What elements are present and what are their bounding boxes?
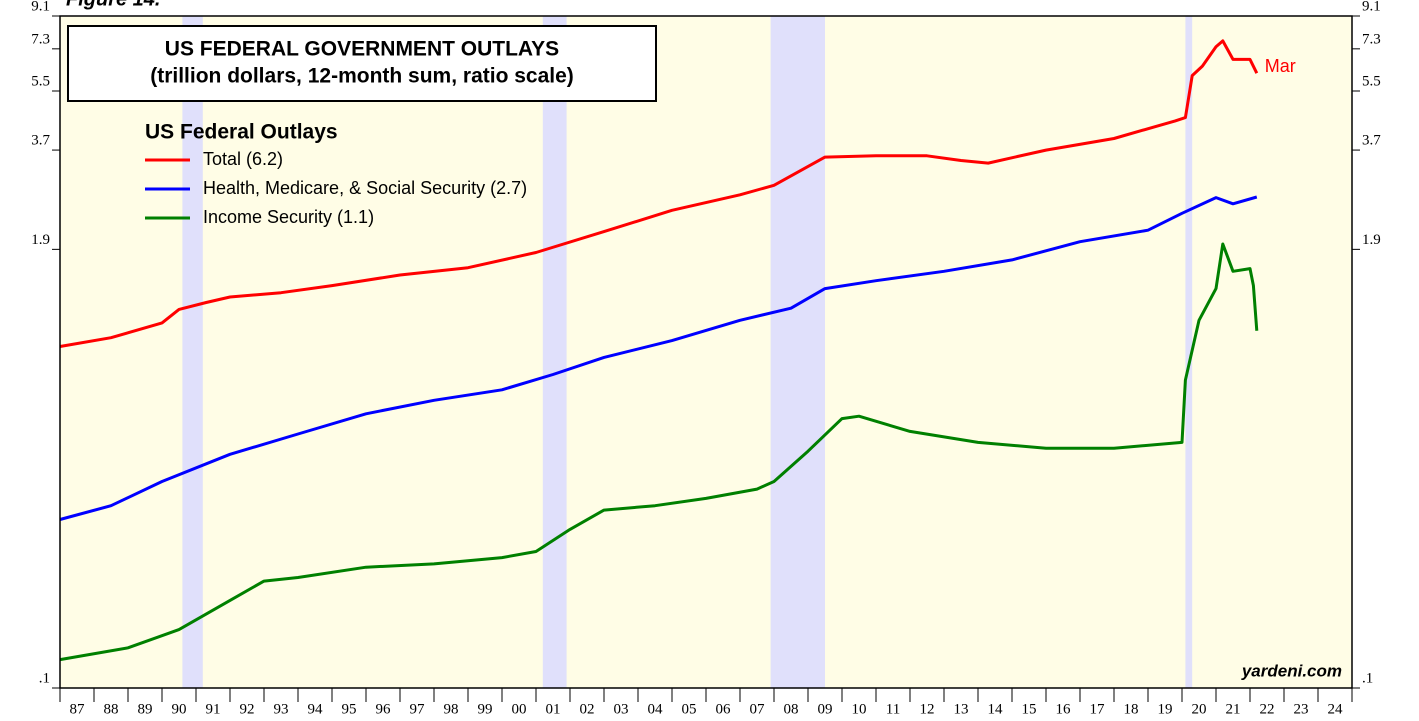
plot-border	[59, 15, 1353, 689]
x-tick-label: 97	[410, 701, 426, 717]
x-tick-label: 94	[308, 701, 324, 717]
x-tick-label: 14	[988, 701, 1004, 717]
x-tick-label: 22	[1260, 701, 1275, 717]
x-tick-label: 20	[1192, 701, 1207, 717]
y-tick-label: 7.3	[31, 31, 50, 47]
x-tick-label: 10	[852, 701, 867, 717]
plot-background	[60, 16, 1352, 688]
x-tick-label: 04	[648, 701, 664, 717]
series-line	[59, 195, 1258, 521]
recession-band	[1185, 16, 1193, 688]
x-tick-label: 02	[580, 701, 595, 717]
x-tick-label: 99	[478, 701, 493, 717]
x-tick-label: 08	[784, 701, 799, 717]
source: yardeni.com	[1241, 661, 1342, 680]
x-tick-label: 24	[1328, 701, 1344, 717]
x-tick-label: 87	[70, 701, 86, 717]
x-tick-label: 90	[172, 701, 187, 717]
title-box	[67, 25, 657, 102]
series-line	[59, 242, 1259, 662]
legend-label: Income Security (1.1)	[203, 207, 374, 227]
x-tick-label: 16	[1056, 701, 1072, 717]
x-tick-label: 88	[104, 701, 119, 717]
x-tick-label: 06	[716, 701, 732, 717]
figure-label: Figure 14.	[66, 0, 160, 10]
legend-label: Total (6.2)	[203, 149, 283, 169]
x-tick-label: 98	[444, 701, 459, 717]
x-tick-label: 03	[614, 701, 629, 717]
y-tick-label: 5.5	[31, 73, 50, 89]
y-tick-label: .1	[39, 670, 50, 686]
recession-band	[542, 16, 567, 688]
y-tick-label-right: 5.5	[1362, 73, 1381, 89]
x-tick-label: 95	[342, 701, 357, 717]
x-tick-label: 07	[750, 701, 766, 717]
chart-subtitle: (trillion dollars, 12-month sum, ratio s…	[150, 65, 574, 88]
y-tick-label-right: 3.7	[1362, 133, 1381, 149]
x-tick-label: 93	[274, 701, 289, 717]
legend-label: Health, Medicare, & Social Security (2.7…	[203, 178, 527, 198]
x-tick-label: 17	[1090, 701, 1106, 717]
y-tick-label-right: 9.1	[1362, 0, 1381, 14]
x-tick-label: 11	[886, 701, 900, 717]
recession-band	[770, 16, 825, 688]
x-tick-label: 91	[206, 701, 221, 717]
x-tick-label: 96	[376, 701, 392, 717]
x-tick-label: 13	[954, 701, 969, 717]
x-tick-label: 19	[1158, 701, 1173, 717]
x-tick-label: 05	[682, 701, 697, 717]
y-tick-label: 3.7	[31, 133, 50, 149]
y-tick-label-right: 1.9	[1362, 232, 1381, 248]
x-tick-label: 21	[1226, 701, 1241, 717]
x-tick-label: 89	[138, 701, 153, 717]
legend-title: US Federal Outlays	[145, 121, 338, 144]
end-label: Mar	[1265, 56, 1296, 76]
y-tick-label-right: 7.3	[1362, 31, 1381, 47]
x-tick-label: 23	[1294, 701, 1309, 717]
x-tick-label: 01	[546, 701, 561, 717]
y-tick-label: 1.9	[31, 232, 50, 248]
recession-band	[182, 16, 203, 688]
series-line	[59, 39, 1259, 348]
x-tick-label: 92	[240, 701, 255, 717]
y-tick-label: 9.1	[31, 0, 50, 14]
x-tick-label: 00	[512, 701, 527, 717]
x-tick-label: 15	[1022, 701, 1037, 717]
x-tick-label: 09	[818, 701, 833, 717]
x-tick-label: 12	[920, 701, 935, 717]
chart-title: US FEDERAL GOVERNMENT OUTLAYS	[165, 38, 559, 61]
x-tick-label: 18	[1124, 701, 1139, 717]
y-tick-label-right: .1	[1362, 670, 1373, 686]
